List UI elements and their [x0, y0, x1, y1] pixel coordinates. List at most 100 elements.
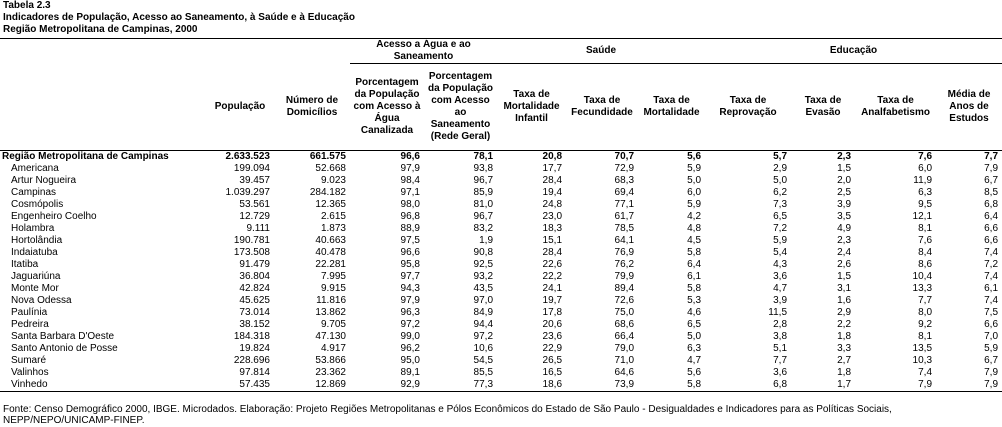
table-row: Valinhos 97.814 23.362 89,1 85,5 16,5 64,6 5,6 3… [0, 367, 1002, 379]
cell: 2,9 [773, 163, 788, 174]
col-domicilios: Número de Domicílios [274, 63, 350, 151]
cell: 5,8 [687, 247, 702, 258]
col-agua-canalizada: Porcentagem da População com Acesso à Ág… [350, 63, 424, 151]
header-group-row: Acesso a Água e ao Saneamento Saúde Educ… [0, 38, 1002, 64]
municipality-name: Campinas [11, 187, 57, 198]
cell: 3,6 [773, 367, 788, 378]
data-table: Acesso a Água e ao Saneamento Saúde Educ… [0, 38, 1002, 392]
table-row-region: Região Metropolitana de Campinas 2.633.5… [0, 151, 1002, 164]
cell: 39.457 [239, 175, 270, 186]
cell: 3,6 [773, 271, 788, 282]
cell: 661.575 [309, 151, 346, 162]
table-row: Holambra 9.111 1.873 88,9 83,2 18,3 78,5 4,8 7,2… [0, 223, 1002, 235]
cell: 6,7 [984, 175, 999, 186]
cell: 6,6 [984, 319, 999, 330]
cell: 5,9 [984, 343, 999, 354]
cell: 3,9 [773, 295, 788, 306]
municipality-name: Valinhos [11, 367, 49, 378]
cell: 3,8 [773, 331, 788, 342]
cell: 2,5 [837, 187, 852, 198]
cell: 19,7 [542, 295, 563, 306]
cell: 4,3 [773, 259, 788, 270]
cell: 68,6 [614, 319, 635, 330]
cell: 85,5 [473, 367, 494, 378]
cell: 42.824 [239, 283, 270, 294]
cell: 8,5 [984, 187, 999, 198]
cell: 5,8 [638, 379, 706, 392]
cell: 19.824 [239, 343, 270, 354]
cell: 6,3 [687, 343, 702, 354]
cell: 4,7 [773, 283, 788, 294]
table-row: Indaiatuba 173.508 40.478 96,6 90,8 28,4 76,9 5… [0, 247, 1002, 259]
cell: 13,3 [912, 283, 933, 294]
cell: 6,1 [687, 271, 702, 282]
municipality-name: Indaiatuba [11, 247, 58, 258]
cell: 12.729 [239, 211, 270, 222]
cell: 9,5 [918, 199, 933, 210]
cell: 68,3 [614, 175, 635, 186]
cell: 6,3 [918, 187, 933, 198]
cell: 6,5 [687, 319, 702, 330]
cell: 5,3 [687, 295, 702, 306]
municipality-name: Paulínia [11, 307, 48, 318]
cell: 1,8 [837, 331, 852, 342]
cell: 70,7 [614, 151, 635, 162]
cell: 16,5 [542, 367, 563, 378]
cell: 93,2 [473, 271, 494, 282]
cell: 85,9 [473, 187, 494, 198]
cell: 199.094 [233, 163, 270, 174]
cell: 7,9 [855, 379, 937, 392]
cell: 7,4 [984, 295, 999, 306]
cell: 6,8 [705, 379, 792, 392]
cell: 18,6 [497, 379, 567, 392]
cell: 2,2 [837, 319, 852, 330]
cell: 22,2 [542, 271, 563, 282]
cell: 7,2 [773, 223, 788, 234]
table-row: Hortolândia 190.781 40.663 97,5 1,9 15,1 64,1 4… [0, 235, 1002, 247]
municipality-name: Artur Nogueira [11, 175, 77, 186]
cell: 5,0 [687, 331, 702, 342]
cell: 57.435 [206, 379, 274, 392]
col-fecundidade: Taxa de Fecundidade [566, 63, 639, 151]
cell: 11,9 [913, 175, 933, 186]
municipality-name: Itatiba [11, 259, 39, 270]
cell: 13.862 [315, 307, 346, 318]
cell: 4,9 [837, 223, 852, 234]
cell: 97,2 [400, 319, 420, 330]
cell: 6,6 [984, 223, 999, 234]
cell: 3,1 [837, 283, 852, 294]
cell: 93,8 [473, 163, 494, 174]
cell: 78,1 [473, 151, 494, 162]
cell: 22,9 [542, 343, 563, 354]
cell: 64,6 [614, 367, 635, 378]
table-row: Vinhedo 57.435 12.869 92,9 77,3 18,6 73,9 5,8 6,… [0, 379, 1002, 392]
cell: 4,7 [687, 355, 702, 366]
cell: 98,4 [400, 175, 420, 186]
cell: 96,8 [400, 211, 420, 222]
table-row: Santa Barbara D'Oeste 184.318 47.130 99,0 97… [0, 331, 1002, 343]
table-row: Nova Odessa 45.625 11.816 97,9 97,0 19,7 72,6 5… [0, 295, 1002, 307]
cell: 92,5 [473, 259, 494, 270]
cell: 7,6 [918, 151, 933, 162]
cell: 7,0 [984, 331, 999, 342]
cell: 72,9 [614, 163, 635, 174]
table-heading: Tabela 2.3 Indicadores de População, Ace… [3, 0, 355, 36]
cell: 28,4 [542, 175, 563, 186]
cell: 97.814 [239, 367, 270, 378]
cell: 19,4 [542, 187, 563, 198]
cell: 10,6 [473, 343, 494, 354]
cell: 78,5 [614, 223, 635, 234]
cell: 28,4 [542, 247, 563, 258]
table-row: Santo Antonio de Posse 19.824 4.917 96,2 10,… [0, 343, 1002, 355]
cell: 6,8 [984, 199, 999, 210]
municipality-name: Santa Barbara D'Oeste [11, 331, 115, 342]
cell: 22,6 [542, 259, 563, 270]
cell: 53.561 [239, 199, 270, 210]
cell: 6,4 [984, 211, 999, 222]
cell: 3,5 [837, 211, 852, 222]
cell: 6,5 [773, 211, 788, 222]
cell: 96,3 [400, 307, 420, 318]
cell: 24,8 [542, 199, 563, 210]
cell: 77,1 [614, 199, 635, 210]
cell: 97,0 [473, 295, 494, 306]
